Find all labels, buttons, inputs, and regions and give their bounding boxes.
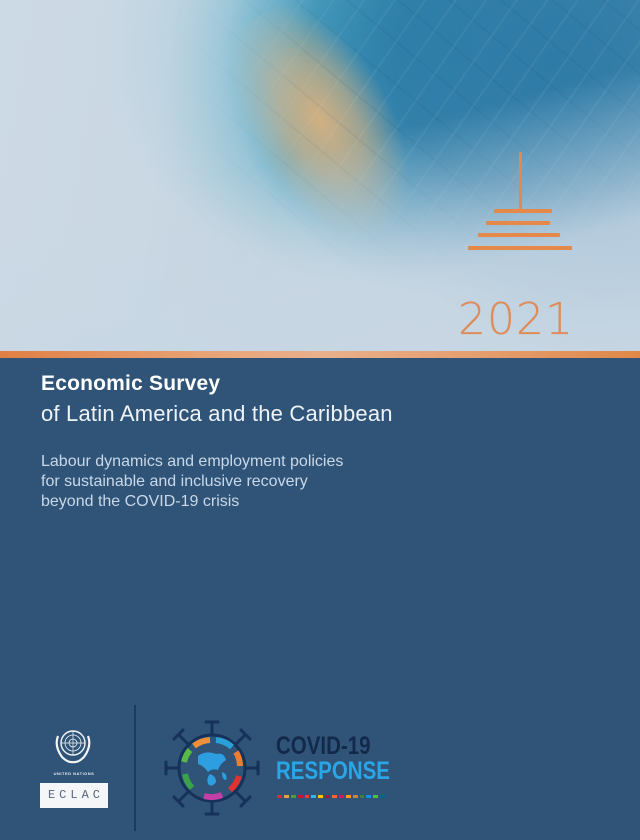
covid-response-subtitle: RESPONSE	[276, 757, 390, 785]
cover-subtitle: Labour dynamics and employment policies …	[41, 452, 461, 512]
sdg-segment	[359, 795, 365, 798]
sdg-segment	[311, 795, 317, 798]
covid-globe-icon	[164, 720, 260, 816]
logo-divider	[134, 705, 136, 831]
fog-overlay	[0, 0, 640, 353]
sdg-color-strip	[277, 795, 385, 798]
tower-bar	[494, 209, 552, 213]
cover-title-region: of Latin America and the Caribbean	[41, 401, 393, 426]
sdg-segment	[345, 795, 351, 798]
tower-icon	[464, 152, 574, 262]
subtitle-line: Labour dynamics and employment policies	[41, 453, 344, 470]
subtitle-line: for sustainable and inclusive recovery	[41, 473, 308, 490]
cover-title: Economic Survey	[41, 372, 221, 395]
sdg-segment	[373, 795, 379, 798]
subtitle-line: beyond the COVID-19 crisis	[41, 493, 240, 510]
sdg-segment	[338, 795, 344, 798]
sdg-segment	[290, 795, 296, 798]
covid-response-title: COVID-19	[276, 732, 371, 760]
sdg-segment	[332, 795, 337, 798]
sdg-segment	[366, 795, 372, 798]
sdg-segment	[297, 795, 303, 798]
sdg-segment	[277, 795, 282, 798]
orange-band	[0, 351, 640, 358]
tower-bar	[478, 233, 560, 237]
tower-mast	[519, 152, 522, 210]
sdg-segment	[283, 795, 289, 798]
un-label: UNITED NATIONS	[53, 771, 95, 776]
sdg-segment	[352, 795, 358, 798]
sdg-segment	[380, 795, 385, 798]
sdg-segment	[325, 795, 330, 798]
cover-artwork: 2021	[0, 0, 640, 353]
sdg-segment	[318, 795, 324, 798]
tower-bar	[486, 221, 550, 225]
un-emblem-icon	[55, 730, 91, 764]
sdg-segment	[304, 795, 310, 798]
cover-year: 2021	[458, 294, 574, 345]
tower-bar	[468, 246, 572, 250]
title-panel	[0, 358, 640, 840]
eclac-logo: ECLAC	[40, 783, 108, 808]
